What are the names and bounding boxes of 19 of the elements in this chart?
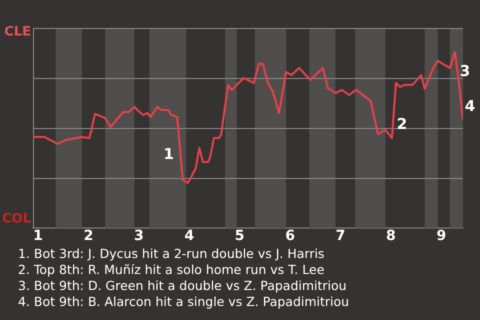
x-tick-label: 2 — [84, 228, 94, 244]
x-tick-label: 6 — [285, 228, 295, 244]
text: COL — [2, 211, 31, 226]
text: 2. Top 8th: R. Muñíz hit a solo home run vs T. Lee — [18, 262, 326, 278]
x-tick-label: 3 — [134, 228, 144, 244]
text: 3. Bot 9th: D. Green hit a double vs Z. Papadimitriou — [18, 278, 348, 294]
annotation: 1 — [164, 144, 174, 163]
x-tick-label: 9 — [436, 228, 446, 244]
x-tick-label: 8 — [386, 228, 396, 244]
annotation: 3 — [460, 62, 470, 80]
text: CLE — [4, 24, 31, 40]
text: 4. Bot 9th: B. Alarcon hit a single vs Z. Papadimitriou — [18, 294, 350, 310]
annotation: 2 — [396, 114, 408, 133]
text: 1. Bot 3rd: J. Dycus hit a 2-run double vs J. Harris — [18, 246, 326, 262]
annotation: 4 — [464, 96, 476, 115]
x-tick-label: 1 — [33, 228, 43, 244]
x-tick-label: 7 — [336, 228, 346, 244]
x-tick-label: 5 — [234, 228, 245, 244]
x-tick-label: 4 — [184, 228, 194, 244]
